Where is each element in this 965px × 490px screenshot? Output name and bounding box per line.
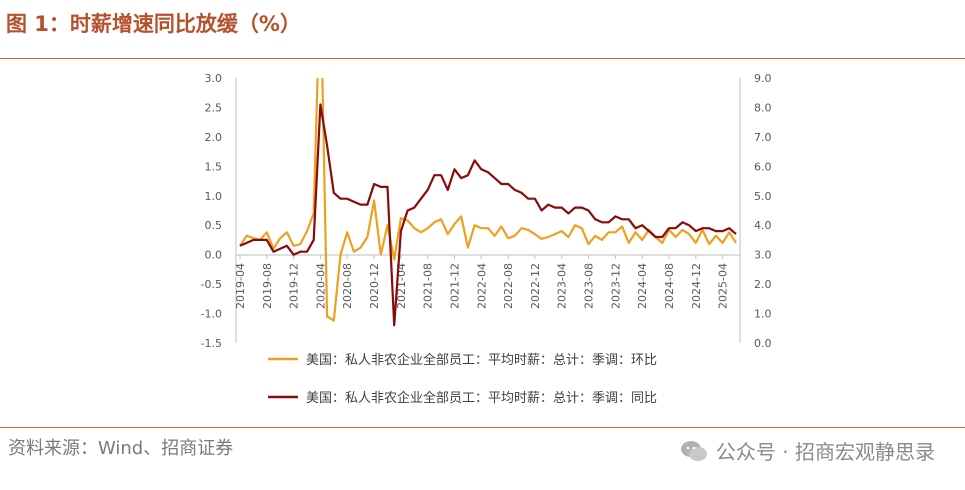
right-tick-label: 0.0	[754, 337, 772, 350]
left-axis-ticks: 3.0 2.5 2.0 1.5 1.0 0.5 0.0 -0.5 -1.0 -1.5	[201, 72, 222, 350]
wechat-icon	[680, 440, 707, 461]
page-title: 图 1：时薪增速同比放缓（%）	[6, 12, 301, 36]
right-tick-label: 3.0	[754, 249, 772, 262]
left-tick-label: -1.5	[201, 337, 222, 350]
series-lines	[239, 78, 737, 327]
x-tick-label: 2020-12	[368, 263, 381, 309]
wage-growth-chart: 3.0 2.5 2.0 1.5 1.0 0.5 0.0 -0.5 -1.0 -1.5 9.0 8.0…	[201, 72, 772, 406]
left-tick-label: 2.0	[205, 131, 223, 144]
legend-label-mom: 美国：私人非农企业全部员工：平均时薪：总计：季调：环比	[306, 352, 657, 368]
watermark: 公众号 · 招商宏观静思录	[680, 436, 935, 465]
right-tick-label: 7.0	[754, 131, 772, 144]
footer-divider	[0, 427, 965, 428]
x-tick-label: 2020-04	[314, 263, 327, 309]
x-tick-label: 2025-04	[717, 263, 730, 309]
legend: 美国：私人非农企业全部员工：平均时薪：总计：季调：环比 美国：私人非农企业全部员…	[268, 352, 657, 406]
source-note: 资料来源：Wind、招商证券	[8, 438, 234, 459]
right-tick-label: 6.0	[754, 160, 772, 173]
x-tick-label: 2024-04	[636, 263, 649, 309]
left-tick-label: 0.0	[205, 249, 223, 262]
x-tick-label: 2024-12	[690, 263, 703, 309]
x-tick-label: 2023-12	[609, 263, 622, 309]
watermark-text: 公众号 · 招商宏观静思录	[715, 440, 935, 464]
x-tick-label: 2021-12	[448, 263, 461, 309]
left-tick-label: 3.0	[205, 72, 223, 85]
x-tick-label: 2019-12	[288, 263, 301, 309]
x-tick-label: 2021-08	[422, 263, 435, 309]
x-tick-label: 2023-04	[556, 263, 569, 309]
x-tick-label: 2022-12	[529, 263, 542, 309]
x-tick-label: 2019-04	[234, 263, 247, 309]
title-divider	[0, 58, 965, 59]
right-axis-ticks: 9.0 8.0 7.0 6.0 5.0 4.0 3.0 2.0 1.0 0.0	[754, 72, 772, 350]
right-tick-label: 9.0	[754, 72, 772, 85]
x-tick-label: 2024-08	[663, 263, 676, 309]
right-tick-label: 4.0	[754, 219, 772, 232]
series-line-yoy	[239, 103, 737, 327]
x-tick-label: 2022-08	[502, 263, 515, 309]
right-tick-label: 1.0	[754, 308, 772, 321]
right-tick-label: 2.0	[754, 278, 772, 291]
left-tick-label: 2.5	[205, 101, 223, 114]
left-tick-label: -1.0	[201, 308, 222, 321]
x-tick-label: 2023-08	[583, 263, 596, 309]
x-tick-label: 2022-04	[475, 263, 488, 309]
x-tick-label: 2019-08	[261, 263, 274, 309]
legend-label-yoy: 美国：私人非农企业全部员工：平均时薪：总计：季调：同比	[306, 390, 657, 406]
left-tick-label: 1.5	[205, 160, 223, 173]
left-tick-label: 0.5	[205, 219, 223, 232]
left-tick-label: -0.5	[201, 278, 222, 291]
right-tick-label: 8.0	[754, 101, 772, 114]
x-axis-ticks: 2019-04 2019-08 2019-12 2020-04 2020-08 2020-…	[234, 255, 730, 309]
right-tick-label: 5.0	[754, 190, 772, 203]
x-tick-label: 2020-08	[341, 263, 354, 309]
left-tick-label: 1.0	[205, 190, 223, 203]
